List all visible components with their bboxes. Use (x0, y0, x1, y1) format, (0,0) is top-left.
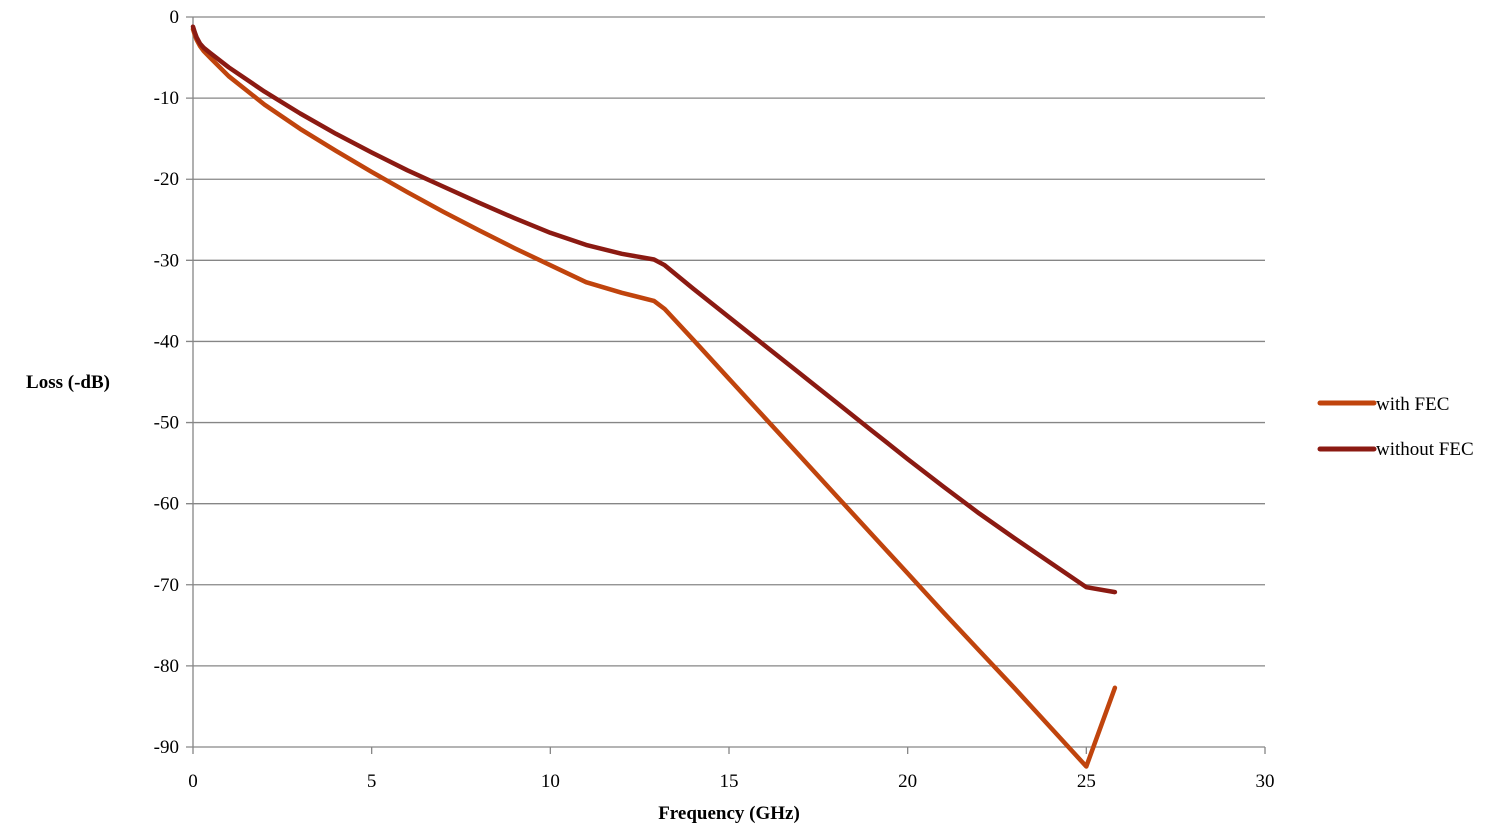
gridlines (186, 16, 1265, 667)
tick-labels: 0 -10 -20 -30 -40 -50 -60 -70 -80 -90 0 5 10 15 20 25 30 (154, 7, 1275, 792)
x-tick-label: 10 (541, 771, 560, 792)
x-tick-label: 15 (720, 771, 739, 792)
series-line-without-fec (190, 24, 1118, 595)
y-tick-label: -10 (154, 88, 179, 109)
y-tick-label: -30 (154, 250, 179, 271)
legend-label-without-fec: without FEC (1376, 439, 1474, 460)
y-tick-label: -70 (154, 575, 179, 596)
legend: with FEC without FEC (1317, 394, 1474, 460)
y-tick-label: -50 (154, 413, 179, 434)
series-line-with-fec (190, 26, 1118, 769)
axes (186, 17, 1266, 754)
x-tick-label: 25 (1077, 771, 1096, 792)
x-tick-label: 5 (367, 771, 377, 792)
x-tick-label: 30 (1256, 771, 1275, 792)
legend-label-with-fec: with FEC (1376, 394, 1449, 415)
x-tick-label: 20 (898, 771, 917, 792)
y-tick-label: 0 (170, 7, 180, 28)
y-tick-label: -90 (154, 737, 179, 758)
y-tick-label: -60 (154, 494, 179, 515)
y-tick-label: -80 (154, 656, 179, 677)
x-axis-title: Frequency (GHz) (658, 803, 800, 824)
y-axis-title: Loss (-dB) (26, 372, 110, 393)
y-tick-label: -40 (154, 331, 179, 352)
series-lines (190, 24, 1118, 769)
y-tick-label: -20 (154, 169, 179, 190)
x-tick-label: 0 (188, 771, 198, 792)
